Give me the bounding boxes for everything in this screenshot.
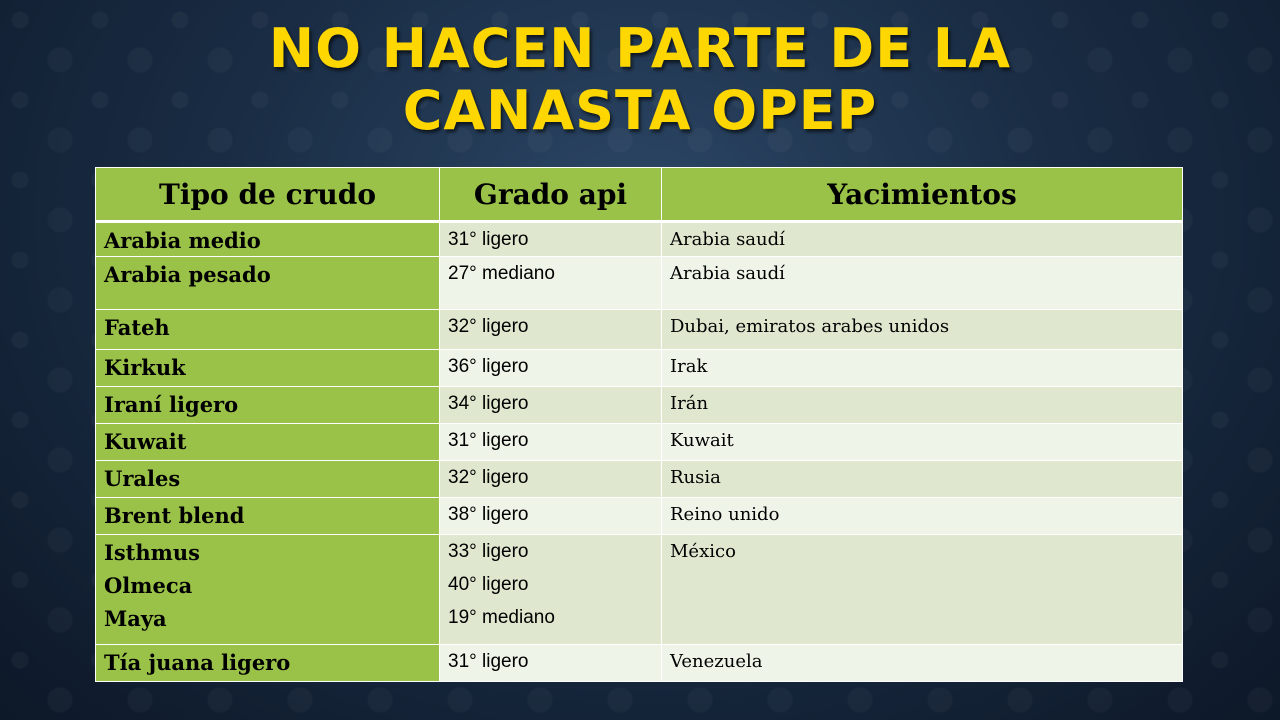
header-tipo: Tipo de crudo (95, 167, 440, 223)
crude-type-name: Urales (104, 466, 181, 491)
api-grade: 38° ligero (448, 504, 529, 525)
api-grade: 32° ligero (448, 316, 529, 337)
cell-tipo: Arabia pesado (95, 256, 440, 310)
cell-yacimiento: Irak (661, 349, 1183, 387)
api-grade: 36° ligero (448, 356, 529, 377)
cell-yacimiento: Reino unido (661, 497, 1183, 535)
cell-tipo: Brent blend (95, 497, 440, 535)
crude-type-name: Maya (104, 606, 167, 631)
table-row: Kuwait 31° ligero Kuwait (95, 423, 1183, 461)
slide-title: NO HACEN PARTE DE LA CANASTA OPEP (0, 18, 1280, 142)
cell-grado: 32° ligero (439, 460, 662, 498)
cell-yacimiento: Arabia saudí (661, 256, 1183, 310)
table-body: Arabia medio 31° ligero Arabia saudí Arabia… (95, 221, 1183, 682)
table-row: Isthmus Olmeca Maya 33° ligero 40° ligero 19°… (95, 534, 1183, 645)
table-row: Urales 32° ligero Rusia (95, 460, 1183, 498)
api-grade: 33° ligero (448, 541, 529, 562)
table-row: Arabia pesado 27° mediano Arabia saudí (95, 256, 1183, 310)
cell-grado: 31° ligero (439, 644, 662, 682)
cell-yacimiento: Rusia (661, 460, 1183, 498)
cell-tipo: Isthmus Olmeca Maya (95, 534, 440, 645)
api-grade: 19° mediano (448, 607, 555, 628)
cell-tipo: Iraní ligero (95, 386, 440, 424)
cell-grado: 36° ligero (439, 349, 662, 387)
cell-yacimiento: México (661, 534, 1183, 645)
crude-type-name: Isthmus (104, 540, 200, 565)
cell-tipo: Kuwait (95, 423, 440, 461)
table-row: Arabia medio 31° ligero Arabia saudí (95, 221, 1183, 257)
cell-yacimiento: Kuwait (661, 423, 1183, 461)
table-row: Brent blend 38° ligero Reino unido (95, 497, 1183, 535)
api-grade: 32° ligero (448, 467, 529, 488)
cell-grado: 27° mediano (439, 256, 662, 310)
cell-yacimiento: Venezuela (661, 644, 1183, 682)
crude-type-name: Iraní ligero (104, 392, 239, 417)
cell-yacimiento: Irán (661, 386, 1183, 424)
cell-tipo: Fateh (95, 309, 440, 350)
cell-grado: 31° ligero (439, 423, 662, 461)
cell-grado: 33° ligero 40° ligero 19° mediano (439, 534, 662, 645)
table-row: Iraní ligero 34° ligero Irán (95, 386, 1183, 424)
crude-type-name: Kuwait (104, 429, 187, 454)
api-grade: 27° mediano (448, 263, 555, 284)
crude-type-name: Arabia medio (104, 228, 261, 253)
crude-type-name: Olmeca (104, 573, 193, 598)
table-row: Kirkuk 36° ligero Irak (95, 349, 1183, 387)
cell-tipo: Tía juana ligero (95, 644, 440, 682)
crude-type-name: Kirkuk (104, 355, 186, 380)
crude-type-name: Fateh (104, 315, 170, 340)
cell-yacimiento: Arabia saudí (661, 221, 1183, 257)
header-grado: Grado api (439, 167, 662, 223)
api-grade: 40° ligero (448, 574, 529, 595)
cell-tipo: Urales (95, 460, 440, 498)
table-row: Fateh 32° ligero Dubai, emiratos arabes un… (95, 309, 1183, 350)
api-grade: 31° ligero (448, 651, 529, 672)
table-header-row: Tipo de crudo Grado api Yacimientos (95, 167, 1183, 223)
api-grade: 31° ligero (448, 229, 529, 250)
cell-grado: 32° ligero (439, 309, 662, 350)
api-grade: 31° ligero (448, 430, 529, 451)
cell-yacimiento: Dubai, emiratos arabes unidos (661, 309, 1183, 350)
slide-title-line2: CANASTA OPEP (402, 79, 878, 142)
crude-type-name: Brent blend (104, 503, 245, 528)
slide-title-line1: NO HACEN PARTE DE LA (268, 17, 1012, 80)
api-grade: 34° ligero (448, 393, 529, 414)
cell-tipo: Arabia medio (95, 221, 440, 257)
crude-type-name: Tía juana ligero (104, 650, 291, 675)
cell-tipo: Kirkuk (95, 349, 440, 387)
crude-type-name: Arabia pesado (104, 262, 271, 287)
crude-oil-table: Tipo de crudo Grado api Yacimientos Arab… (95, 167, 1183, 682)
cell-grado: 38° ligero (439, 497, 662, 535)
header-yacimientos: Yacimientos (661, 167, 1183, 223)
cell-grado: 31° ligero (439, 221, 662, 257)
cell-grado: 34° ligero (439, 386, 662, 424)
table-row: Tía juana ligero 31° ligero Venezuela (95, 644, 1183, 682)
